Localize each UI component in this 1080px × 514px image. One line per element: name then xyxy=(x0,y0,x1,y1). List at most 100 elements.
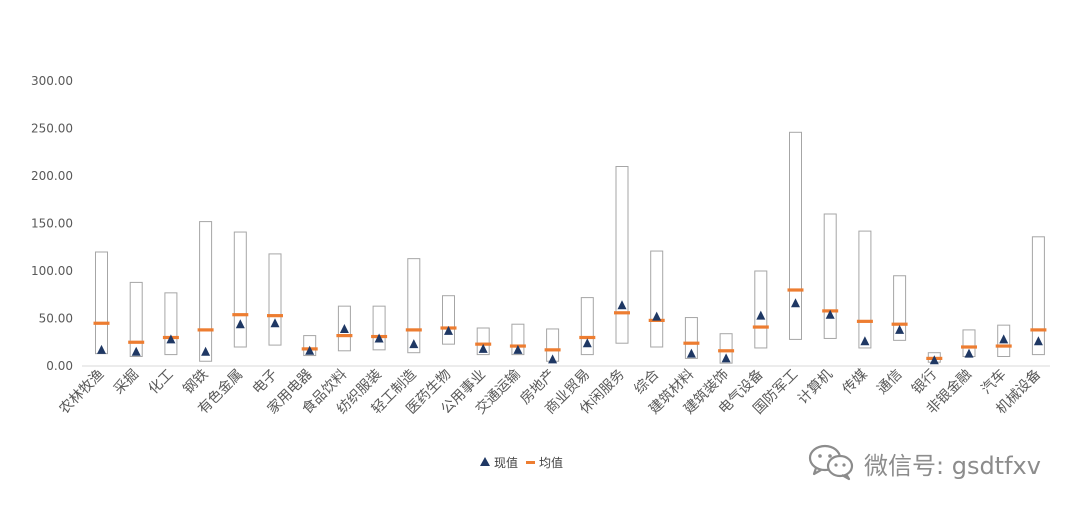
x-tick-label: 计算机 xyxy=(795,367,836,408)
range-box xyxy=(684,317,698,359)
average-marker xyxy=(718,349,735,353)
x-tick-label: 汽车 xyxy=(978,366,1010,398)
current-marker xyxy=(166,334,176,344)
y-tick-label: 150.00 xyxy=(31,217,73,231)
current-marker xyxy=(97,344,106,354)
range-box xyxy=(858,230,872,349)
range-box xyxy=(442,295,455,345)
x-tick-label: 采掘 xyxy=(111,367,142,398)
range-box xyxy=(615,166,629,344)
current-marker xyxy=(374,333,384,343)
average-marker xyxy=(579,335,596,340)
average-marker xyxy=(197,328,214,332)
average-marker xyxy=(961,345,977,349)
range-box xyxy=(823,213,837,339)
average-marker xyxy=(787,288,804,292)
range-box xyxy=(199,221,213,362)
average-marker xyxy=(128,340,145,344)
average-marker xyxy=(544,348,561,352)
average-marker xyxy=(995,344,1012,348)
range-box xyxy=(303,335,317,357)
current-marker xyxy=(617,300,627,310)
average-marker xyxy=(405,328,422,332)
current-marker xyxy=(582,338,592,348)
y-tick-label: 50.00 xyxy=(39,312,73,326)
average-marker xyxy=(267,314,283,318)
y-tick-label: 0.00 xyxy=(46,359,73,373)
range-box xyxy=(580,297,594,356)
range-box xyxy=(164,292,178,356)
x-tick-label: 农林牧渔 xyxy=(56,367,107,418)
range-box xyxy=(650,250,664,348)
current-markers xyxy=(97,298,1043,365)
y-tick-label: 300.00 xyxy=(31,74,73,88)
current-marker xyxy=(444,325,453,335)
current-marker xyxy=(929,355,939,365)
current-marker xyxy=(235,319,245,329)
range-box xyxy=(233,231,247,348)
current-marker xyxy=(652,311,662,321)
range-box xyxy=(1031,236,1045,356)
range-box xyxy=(268,253,282,346)
current-marker xyxy=(756,310,766,320)
average-marker xyxy=(614,311,630,315)
average-marker xyxy=(891,322,908,326)
current-marker xyxy=(201,346,211,356)
current-marker xyxy=(825,309,835,319)
x-tick-label: 银行 xyxy=(909,367,940,398)
x-tick-label: 通信 xyxy=(874,367,905,398)
legend: 现值 均值 xyxy=(480,455,563,470)
x-tick-label: 传媒 xyxy=(840,367,871,398)
current-marker xyxy=(305,345,315,355)
x-tick-label: 电子 xyxy=(250,367,281,398)
legend-average-label: 均值 xyxy=(539,455,563,470)
y-tick-label: 250.00 xyxy=(31,122,73,136)
y-tick-label: 100.00 xyxy=(31,264,73,278)
range-box xyxy=(754,270,768,349)
current-marker xyxy=(791,298,800,308)
x-tick-label: 化工 xyxy=(146,367,177,398)
range-boxes xyxy=(95,131,1045,364)
current-marker xyxy=(513,344,523,354)
range-box xyxy=(789,131,802,340)
y-axis: 0.00 50.00 100.00 150.00 200.00 250.00 300.00 xyxy=(31,74,73,373)
legend-current-label: 现值 xyxy=(494,455,518,470)
x-tick-label: 钢铁 xyxy=(180,367,211,398)
range-box xyxy=(407,258,421,354)
watermark-text: 微信号: gsdtfxv xyxy=(864,451,1041,480)
current-marker xyxy=(131,346,141,356)
legend-current-marker xyxy=(480,457,490,466)
watermark: 微信号: gsdtfxv xyxy=(806,441,1041,485)
current-marker xyxy=(895,324,905,334)
range-box xyxy=(372,305,386,351)
current-marker xyxy=(1033,336,1043,346)
average-marker xyxy=(336,334,353,338)
average-marker xyxy=(856,319,873,323)
range-box xyxy=(511,323,525,356)
current-marker xyxy=(860,336,870,346)
current-marker xyxy=(686,348,696,358)
wechat-icon xyxy=(806,441,856,485)
average-marker xyxy=(683,341,700,345)
range-box xyxy=(129,281,143,357)
current-marker xyxy=(270,318,280,328)
range-box xyxy=(476,327,490,356)
range-box xyxy=(95,251,108,355)
legend-average-marker xyxy=(526,461,535,464)
current-marker xyxy=(478,343,488,353)
current-marker xyxy=(964,348,974,358)
range-box xyxy=(719,333,733,364)
current-marker xyxy=(548,354,558,364)
x-tick-label: 综合 xyxy=(631,367,662,398)
y-tick-label: 200.00 xyxy=(31,169,73,183)
range-box xyxy=(893,275,907,341)
current-marker xyxy=(999,334,1009,344)
average-marker xyxy=(1030,328,1047,332)
range-box xyxy=(337,305,351,352)
current-marker xyxy=(339,323,349,333)
average-marker xyxy=(232,313,249,317)
current-marker xyxy=(721,353,731,363)
average-marker xyxy=(93,321,110,325)
